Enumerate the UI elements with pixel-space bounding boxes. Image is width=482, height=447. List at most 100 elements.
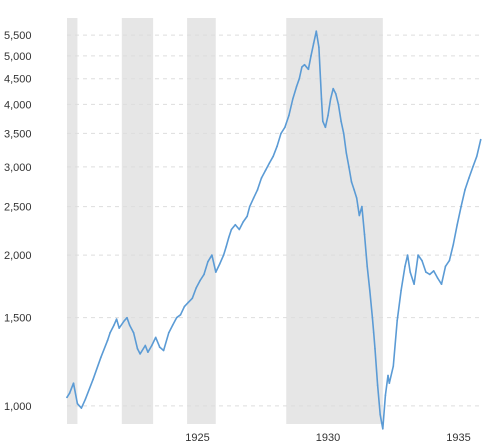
data-point — [392, 365, 395, 368]
data-point — [154, 336, 157, 339]
data-point — [171, 324, 174, 326]
data-point — [132, 331, 135, 334]
data-point — [345, 152, 348, 154]
data-point — [472, 166, 474, 168]
data-point — [109, 331, 111, 334]
y-tick-label: 4,500 — [4, 74, 32, 86]
data-point — [320, 98, 323, 100]
data-point — [310, 55, 312, 57]
data-point — [340, 120, 342, 123]
data-point — [307, 68, 310, 71]
data-point — [252, 197, 255, 199]
data-point — [106, 339, 109, 342]
data-point — [303, 63, 306, 66]
data-point — [222, 254, 225, 256]
data-point — [468, 177, 470, 179]
data-point — [151, 344, 153, 347]
data-point — [211, 254, 213, 256]
data-point — [280, 132, 282, 135]
data-point — [460, 205, 462, 208]
y-tick-label: 1,000 — [4, 401, 32, 413]
data-point — [139, 353, 141, 355]
data-point — [432, 270, 435, 272]
data-point — [479, 138, 482, 141]
data-point — [175, 316, 178, 319]
shaded-period-1 — [67, 18, 78, 424]
data-point — [329, 98, 332, 100]
data-point — [144, 344, 147, 347]
y-tick-label: 3,500 — [4, 128, 32, 140]
x-tick-label: 1930 — [316, 432, 340, 444]
data-point — [318, 46, 320, 49]
data-point — [268, 162, 271, 165]
shaded-period-3 — [187, 18, 216, 424]
data-point — [417, 254, 419, 256]
data-point — [361, 205, 363, 208]
series-group — [66, 30, 482, 430]
data-point — [203, 273, 205, 276]
y-tick-label: 3,000 — [4, 162, 32, 174]
shaded-period-4 — [286, 18, 383, 424]
data-point — [228, 236, 230, 239]
data-point — [128, 324, 131, 326]
data-point — [195, 287, 197, 289]
data-point — [355, 197, 358, 199]
data-point — [350, 181, 353, 183]
data-point — [284, 126, 286, 129]
shaded-period-2 — [121, 18, 154, 424]
data-point — [353, 189, 355, 191]
data-point — [342, 132, 345, 135]
data-point — [366, 265, 368, 268]
data-point — [264, 169, 267, 172]
data-point — [312, 42, 315, 44]
data-point — [288, 114, 290, 117]
data-point — [179, 314, 182, 316]
data-point — [374, 348, 376, 350]
x-tick-label: 1935 — [446, 432, 470, 444]
y-tick-label: 5,500 — [4, 30, 32, 42]
x-axis-tick-labels: 1925 1930 1935 — [185, 432, 470, 444]
data-point — [382, 427, 384, 430]
data-point — [315, 30, 318, 32]
data-point — [301, 66, 303, 68]
data-point — [384, 394, 387, 397]
data-point — [199, 279, 201, 282]
data-point — [123, 319, 126, 322]
data-point — [84, 398, 87, 401]
data-point — [448, 259, 451, 262]
data-point — [256, 189, 259, 191]
y-tick-label: 4,000 — [4, 99, 32, 111]
data-point — [421, 259, 423, 262]
y-tick-label: 1,500 — [4, 313, 32, 325]
data-point — [187, 301, 190, 304]
data-point — [238, 228, 241, 231]
data-point — [191, 297, 194, 300]
data-point — [436, 277, 439, 279]
data-point — [456, 223, 459, 226]
data-point — [80, 407, 83, 409]
data-point — [387, 374, 389, 377]
data-point — [298, 77, 301, 80]
shaded-periods — [67, 18, 383, 424]
data-point — [321, 120, 324, 123]
data-point — [76, 402, 79, 405]
data-point — [335, 92, 337, 95]
data-point — [246, 215, 248, 218]
data-point — [452, 243, 455, 246]
data-point — [400, 289, 402, 292]
data-point — [136, 348, 139, 350]
data-point — [225, 245, 228, 248]
data-point — [368, 289, 371, 292]
data-point — [324, 126, 327, 129]
data-point — [404, 265, 406, 268]
data-point — [230, 228, 233, 231]
data-point — [115, 318, 118, 320]
data-point — [444, 265, 447, 268]
data-point — [260, 177, 263, 179]
data-point — [409, 271, 412, 273]
data-point — [147, 351, 149, 353]
data-point — [218, 263, 221, 265]
data-point — [327, 114, 329, 117]
data-point — [358, 214, 361, 217]
